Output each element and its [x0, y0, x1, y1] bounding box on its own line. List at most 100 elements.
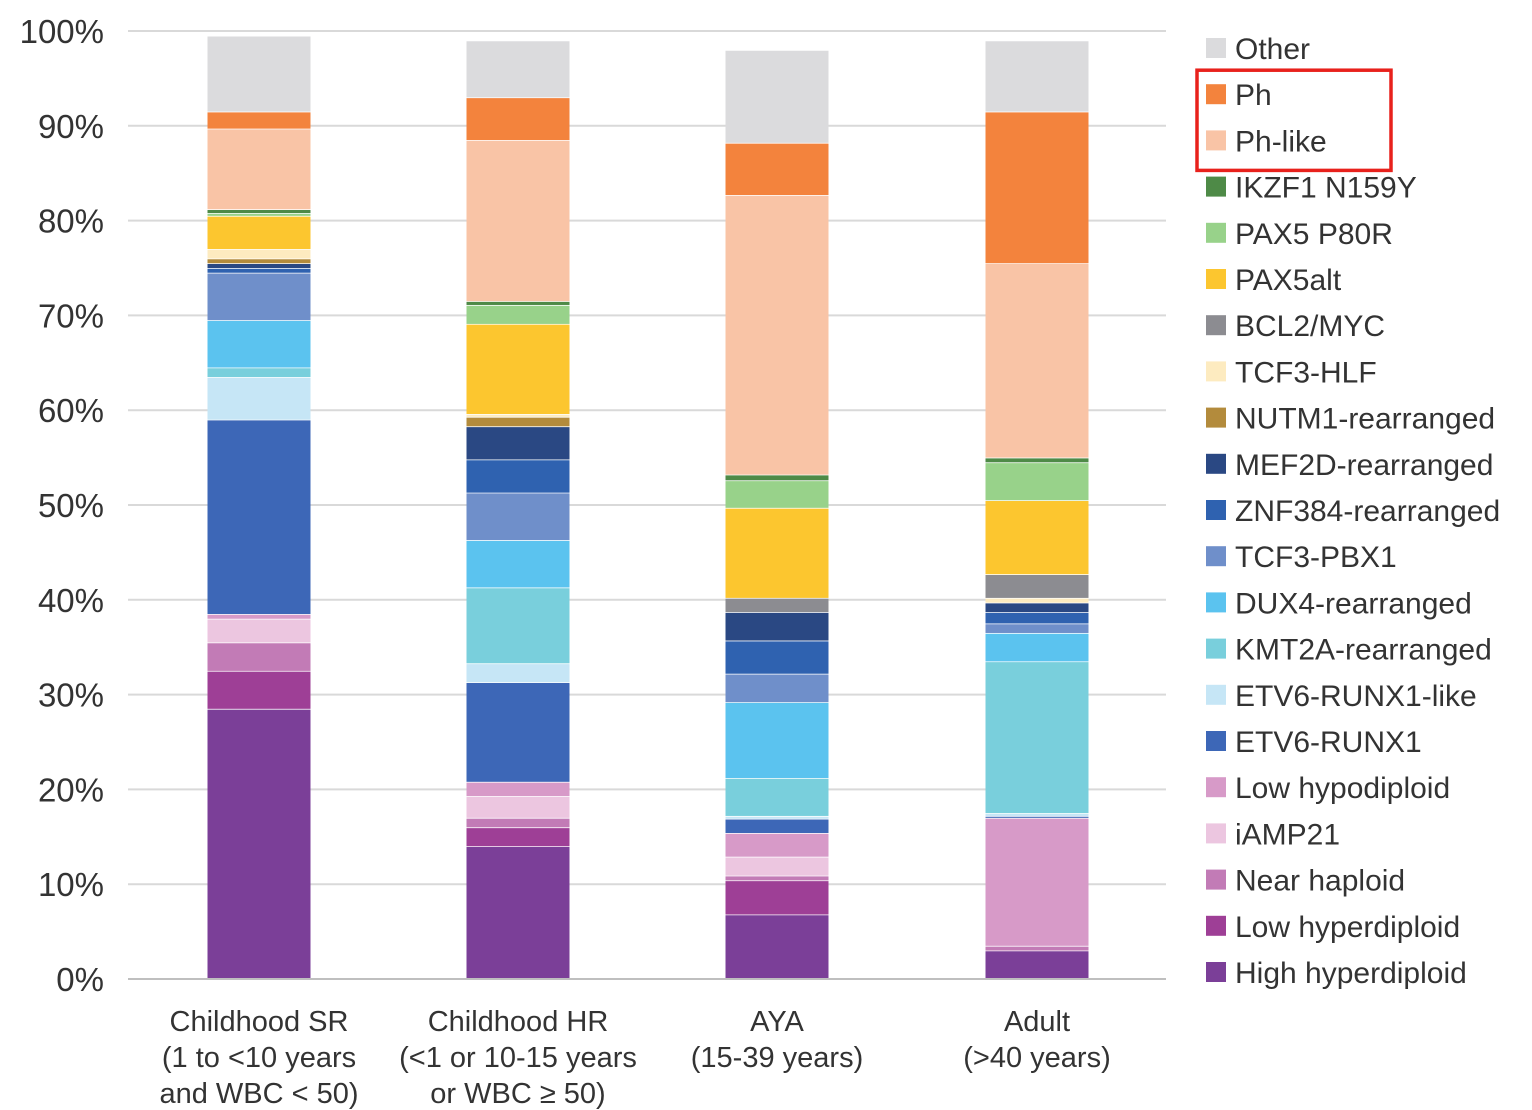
bars — [207, 34, 1089, 979]
legend-swatch — [1206, 546, 1226, 567]
bar-segment — [725, 875, 829, 881]
bar-segment — [207, 367, 311, 378]
y-tick-label: 80% — [38, 203, 104, 240]
bar-segment — [725, 612, 829, 641]
legend-swatch — [1206, 176, 1226, 197]
bar-segment — [985, 40, 1089, 112]
legend-swatch — [1206, 407, 1226, 428]
bar-segment — [725, 142, 829, 196]
bar-segment — [466, 97, 570, 141]
bar-segment — [207, 268, 311, 273]
bar-segment — [725, 914, 829, 979]
bar-segment — [207, 209, 311, 214]
x-axis-category-labels: Childhood SR (1 to <10 years and WBC < 50)… — [159, 1006, 1110, 1110]
legend-label: Low hyperdiploid — [1235, 911, 1460, 944]
legend-label: Other — [1235, 33, 1310, 66]
legend-label: iAMP21 — [1235, 818, 1340, 851]
bar-segment — [207, 111, 311, 129]
bar-segment — [725, 474, 829, 481]
legend-label: DUX4-rearranged — [1235, 587, 1472, 620]
legend: Other Ph Ph-like IKZF1 N159Y PAX5 P80R PAX5al… — [1206, 33, 1500, 990]
bar-segment — [207, 670, 311, 709]
bar-segment — [466, 846, 570, 979]
legend-label: MEF2D-rearranged — [1235, 449, 1493, 482]
bar-segment — [207, 215, 311, 250]
bar-segment — [466, 304, 570, 324]
x-category-label: (1 to <10 years — [162, 1042, 356, 1074]
bar-segment — [207, 249, 311, 259]
bar-segment — [207, 128, 311, 210]
bar-segment — [985, 602, 1089, 613]
legend-swatch — [1206, 84, 1226, 105]
legend-label: ZNF384-rearranged — [1235, 495, 1500, 528]
bar-segment — [466, 663, 570, 683]
highlight-box — [1195, 68, 1393, 173]
legend-swatch — [1206, 869, 1226, 890]
x-category-label: (15-39 years) — [691, 1042, 863, 1074]
bar-segment — [207, 419, 311, 615]
y-tick-label: 0% — [56, 961, 104, 998]
bar-segment — [466, 416, 570, 427]
bar-segment — [725, 815, 829, 819]
legend-swatch — [1206, 777, 1226, 798]
x-category-label: AYA — [750, 1006, 804, 1038]
bar-segment — [466, 40, 570, 98]
bar-segment — [985, 632, 1089, 662]
bar-segment — [725, 778, 829, 816]
bar-segment — [725, 833, 829, 857]
bar-segment — [466, 459, 570, 493]
y-axis-ticks: 0% 10% 20% 30% 40% 50% 60% 70% 80% 90% 100% — [20, 13, 104, 998]
legend-label: ETV6-RUNX1 — [1235, 726, 1422, 759]
legend-swatch — [1206, 500, 1226, 520]
bar-segment — [207, 614, 311, 619]
legend-swatch — [1206, 915, 1226, 936]
legend-swatch — [1206, 222, 1226, 243]
bar-segment — [466, 796, 570, 818]
legend-swatch — [1206, 592, 1226, 613]
bar-segment — [466, 301, 570, 305]
bar-segment — [985, 612, 1089, 624]
bar-segment — [985, 950, 1089, 979]
bar-segment — [985, 263, 1089, 458]
bar-segment — [725, 702, 829, 779]
bar-segment — [985, 815, 1089, 818]
legend-swatch — [1206, 962, 1226, 982]
bar-segment — [725, 507, 829, 598]
bar-segment — [207, 263, 311, 268]
legend-swatch — [1206, 361, 1226, 382]
bar-segment — [985, 574, 1089, 598]
bar-segment — [725, 818, 829, 834]
bar-segment — [725, 195, 829, 475]
y-tick-label: 70% — [38, 297, 104, 334]
y-tick-label: 20% — [38, 771, 104, 808]
x-category-label: (<1 or 10-15 years — [399, 1042, 637, 1074]
bar-segment — [466, 492, 570, 541]
y-tick-label: 90% — [38, 108, 104, 145]
legend-swatch — [1206, 684, 1226, 705]
bar-segment — [985, 813, 1089, 816]
bar-segment — [466, 682, 570, 782]
bar-segment — [466, 827, 570, 847]
x-category-label: (>40 years) — [963, 1042, 1110, 1074]
legend-swatch — [1206, 453, 1226, 474]
bar-segment — [466, 140, 570, 302]
y-tick-label: 40% — [38, 582, 104, 619]
y-tick-label: 50% — [38, 487, 104, 524]
legend-label: Ph-like — [1235, 125, 1327, 158]
bar-segment — [207, 708, 311, 979]
legend-label: TCF3-PBX1 — [1235, 541, 1397, 574]
bar-segment — [985, 661, 1089, 814]
bar-segment — [725, 673, 829, 703]
bar-segment — [207, 377, 311, 420]
legend-label: NUTM1-rearranged — [1235, 403, 1495, 436]
bar-segment — [207, 642, 311, 671]
bar-segment — [985, 457, 1089, 463]
legend-label: IKZF1 N159Y — [1235, 172, 1417, 205]
bar-segment — [466, 413, 570, 417]
legend-label: Low hypodiploid — [1235, 772, 1450, 805]
x-category-label: Childhood HR — [428, 1006, 609, 1038]
bar-segment — [725, 597, 829, 613]
legend-swatch — [1206, 38, 1226, 58]
legend-swatch — [1206, 731, 1226, 751]
